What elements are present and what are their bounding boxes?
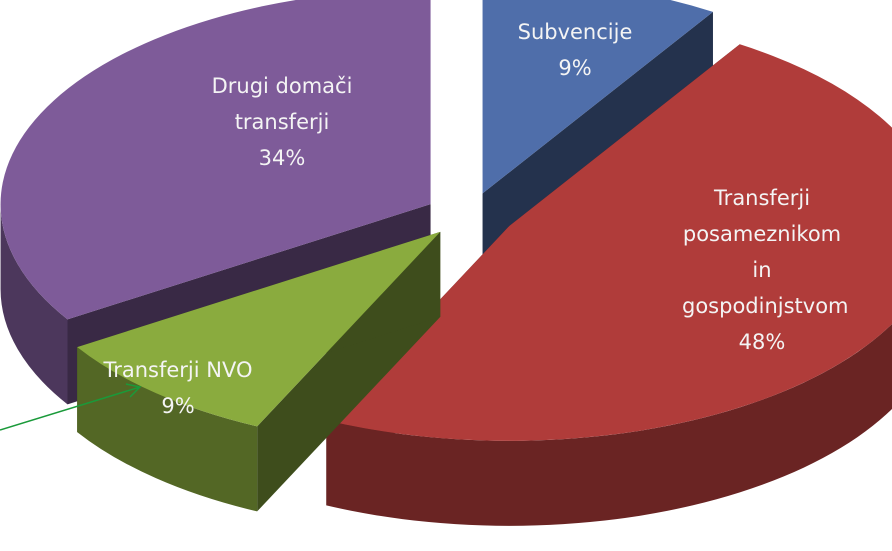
value-label: 9% <box>558 56 592 80</box>
slice-label: Transferji NVO 9% <box>58 352 298 424</box>
category-label: Transferji NVO <box>103 358 253 382</box>
slice-wall <box>326 323 892 526</box>
category-label: Transferji posameznikom in gospodinjstvo… <box>682 186 849 318</box>
category-label: Drugi domači transferji <box>211 74 353 134</box>
pie-slice <box>77 231 441 427</box>
value-label: 48% <box>738 330 786 354</box>
slice-wall <box>0 204 68 405</box>
annotation-arrow <box>0 386 141 431</box>
slice-label: Drugi domači transferji 34% <box>192 68 372 176</box>
annotation-arrowhead <box>125 383 142 398</box>
pie-slice <box>482 0 713 194</box>
slice-label: Transferji posameznikom in gospodinjstvo… <box>682 180 849 360</box>
slice-wall <box>77 347 258 512</box>
value-label: 9% <box>161 394 195 418</box>
pie-slice <box>0 0 431 320</box>
pie-slice <box>326 44 892 441</box>
slice-label: Subvencije 9% <box>500 14 650 86</box>
value-label: 34% <box>258 146 306 170</box>
category-label: Subvencije <box>517 20 633 44</box>
slices <box>0 0 892 526</box>
